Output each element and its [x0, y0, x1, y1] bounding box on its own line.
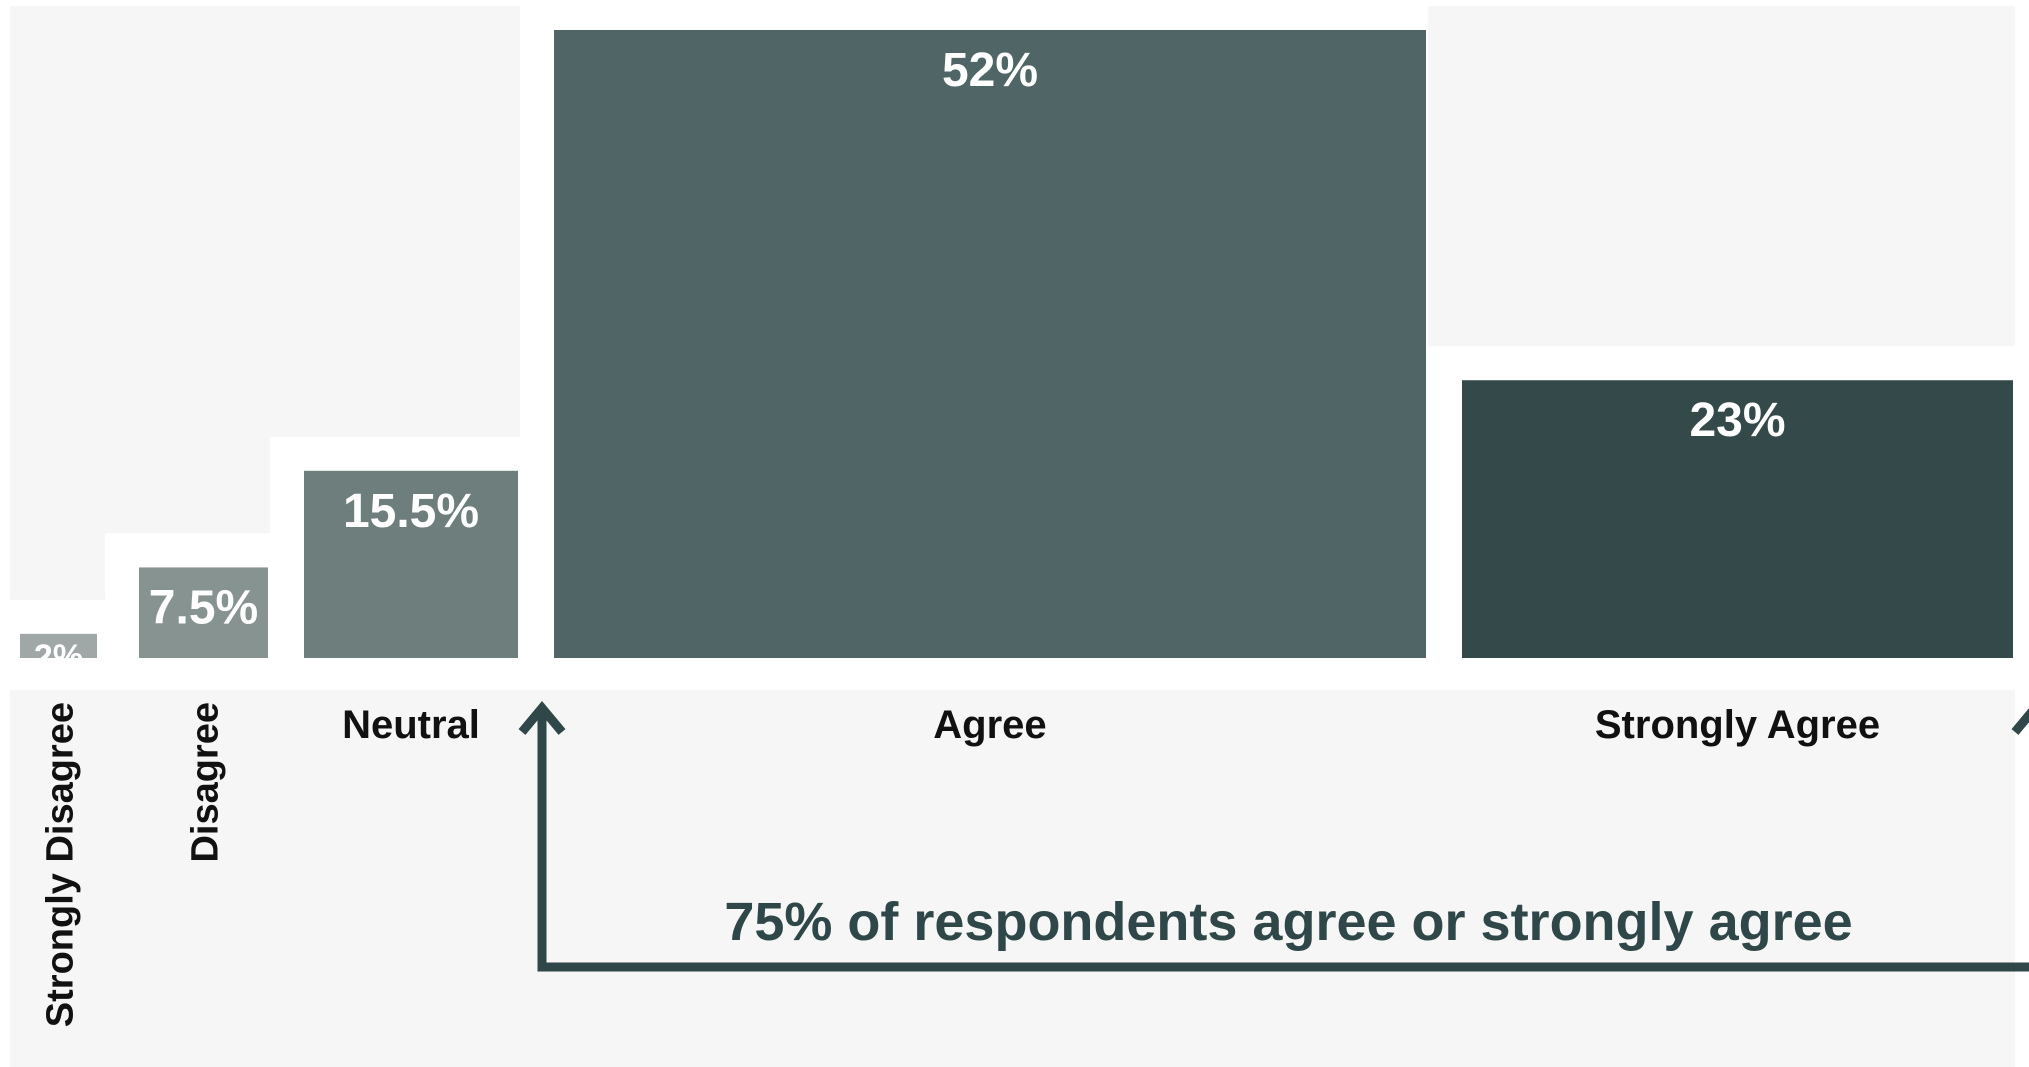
annotation: 75% of respondents agree or strongly agr…	[518, 700, 2029, 972]
bar-strongly-disagree	[20, 633, 97, 658]
background-panel-disagree	[105, 6, 270, 534]
value-label-agree: 52%	[942, 44, 1038, 97]
bar-disagree	[139, 567, 268, 658]
label-band	[10, 690, 2015, 1067]
background-panel-strongly-agree	[1428, 6, 2015, 347]
value-label-strongly-agree: 23%	[1689, 394, 1785, 447]
bar-strongly-agree	[1462, 380, 2013, 658]
background-panels	[10, 6, 2015, 1067]
annotation-bracket-arrow	[518, 700, 2029, 972]
bars	[20, 30, 2013, 658]
category-label-strongly-agree: Strongly Agree	[1595, 703, 1880, 747]
value-label-strongly-disagree: 2%	[34, 638, 83, 676]
category-labels: Strongly Disagree Disagree Neutral Agree Str…	[40, 702, 1881, 1027]
value-label-disagree: 7.5%	[149, 581, 258, 634]
value-labels: 2% 7.5% 15.5% 52% 23%	[34, 44, 1786, 676]
bar-agree	[554, 30, 1426, 658]
bar-neutral	[304, 470, 518, 658]
value-label-neutral: 15.5%	[343, 485, 479, 538]
category-label-strongly-disagree: Strongly Disagree	[40, 702, 82, 1027]
annotation-text: 75% of respondents agree or strongly agr…	[724, 892, 1852, 952]
background-panel-neutral	[270, 6, 520, 437]
background-panel-strongly-disagree	[10, 6, 105, 600]
category-label-disagree: Disagree	[185, 702, 227, 863]
category-label-neutral: Neutral	[342, 703, 480, 747]
category-label-agree: Agree	[933, 703, 1046, 747]
